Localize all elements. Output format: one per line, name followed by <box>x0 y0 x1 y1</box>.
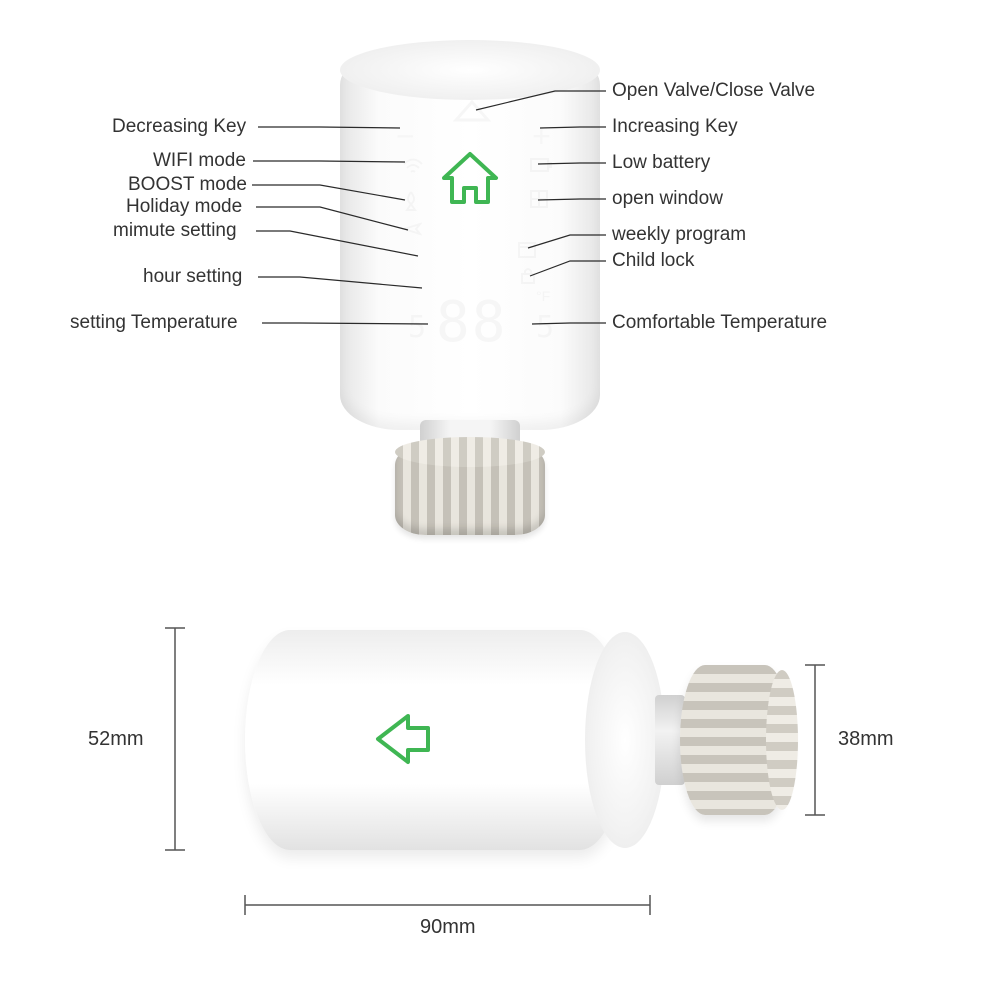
minus-icon: − <box>396 118 415 155</box>
label-open-close-valve: Open Valve/Close Valve <box>612 80 815 102</box>
label-low-battery: Low battery <box>612 152 710 174</box>
device-top-cap <box>340 40 600 100</box>
lock-icon <box>520 266 536 284</box>
valve-knob <box>395 445 545 535</box>
boost-icon <box>402 190 420 212</box>
plus-icon: + <box>532 118 551 155</box>
lcd-small-digit-right: 5 <box>536 310 556 345</box>
valve-state-icon <box>452 96 492 126</box>
label-holiday-mode: Holiday mode <box>126 196 242 218</box>
lcd-small-digit-left: 5 <box>408 310 428 345</box>
house-arrow-icon <box>370 708 436 770</box>
device-top-view: − + 88 5 5 °F <box>340 50 600 530</box>
calendar-icon <box>518 240 536 258</box>
label-increasing-key: Increasing Key <box>612 116 738 138</box>
dim-width: 90mm <box>420 916 476 939</box>
dim-height: 52mm <box>88 728 144 751</box>
label-wifi-mode: WIFI mode <box>153 150 246 172</box>
label-boost-mode: BOOST mode <box>128 174 247 196</box>
label-child-lock: Child lock <box>612 250 694 272</box>
device-side-view <box>215 610 815 870</box>
label-weekly-program: weekly program <box>612 224 746 246</box>
label-decreasing-key: Decreasing Key <box>112 116 246 138</box>
battery-icon <box>530 158 552 172</box>
label-open-window: open window <box>612 188 723 210</box>
lcd-main-digits: 88 <box>436 290 507 355</box>
side-knob <box>680 665 790 815</box>
label-setting-temperature: setting Temperature <box>70 312 238 334</box>
side-end-cap <box>585 632 665 848</box>
house-icon <box>438 148 502 208</box>
label-comfortable-temp: Comfortable Temperature <box>612 312 827 334</box>
label-minute-setting: mimute setting <box>113 220 237 242</box>
dim-knob: 38mm <box>838 728 894 751</box>
degree-f-icon: °F <box>536 288 550 304</box>
window-icon <box>530 190 548 208</box>
wifi-icon <box>402 158 424 176</box>
plane-icon <box>402 220 422 238</box>
label-hour-setting: hour setting <box>143 266 242 288</box>
